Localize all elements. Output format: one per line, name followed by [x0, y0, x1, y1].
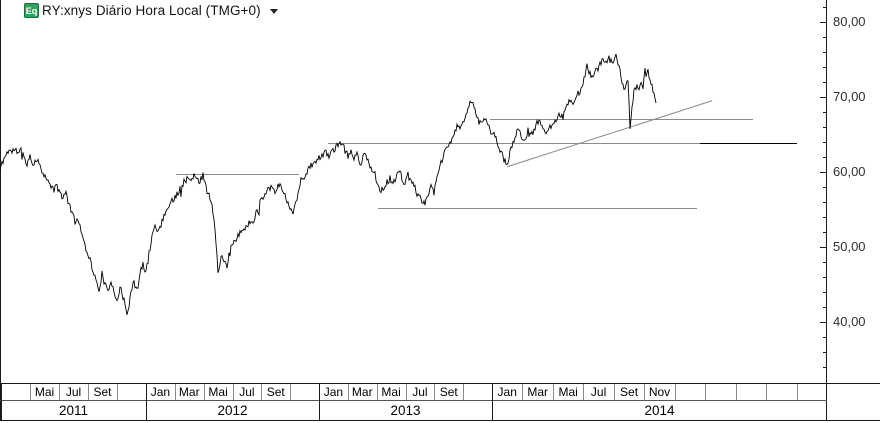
x-axis-month-label: Mai	[381, 385, 401, 399]
x-axis-month-label: Jul	[590, 385, 607, 399]
y-axis-label: 50,00	[833, 239, 866, 254]
y-axis-label: 80,00	[833, 14, 866, 29]
x-axis-month-label: Mar	[351, 385, 373, 399]
x-axis-month-label: Jan	[323, 385, 344, 399]
x-axis-month-label: Jul	[65, 385, 82, 399]
x-axis-year-label: 2013	[390, 403, 421, 418]
x-axis-month-label: Jan	[497, 385, 517, 399]
x-axis-month-label: Jan	[150, 385, 171, 399]
dropdown-caret-icon[interactable]	[269, 9, 278, 14]
x-axis-month-label: Set	[439, 385, 458, 399]
equity-icon: Eq	[24, 3, 39, 18]
x-axis-month-label: Mai	[34, 385, 55, 399]
x-axis-month-label: Mai	[558, 385, 578, 399]
x-axis-month-label: Set	[266, 385, 285, 399]
x-axis-month-label: Mai	[208, 385, 228, 399]
x-axis-month-label: Jul	[412, 385, 428, 399]
trendline[interactable]	[506, 100, 713, 168]
x-axis-month-label: Nov	[648, 385, 671, 399]
x-axis-year-label: 2011	[58, 403, 89, 418]
x-axis-month-label: Mar	[178, 385, 200, 399]
x-axis-year-label: 2012	[217, 403, 248, 418]
x-axis-month-label: Mar	[527, 385, 549, 399]
x-axis-year-label: 2014	[644, 403, 675, 418]
x-axis-month-label: Set	[93, 385, 112, 399]
y-axis-label: 60,00	[833, 164, 866, 179]
price-series-line	[0, 53, 657, 315]
chart-header[interactable]: Eq RY:xnys Diário Hora Local (TMG+0)	[24, 3, 278, 18]
x-axis-month-label: Jul	[239, 385, 255, 399]
x-axis-month-label: Set	[620, 385, 639, 399]
chart-title: RY:xnys Diário Hora Local (TMG+0)	[42, 3, 261, 18]
y-axis-label: 40,00	[833, 314, 866, 329]
y-axis-label: 70,00	[833, 89, 866, 104]
